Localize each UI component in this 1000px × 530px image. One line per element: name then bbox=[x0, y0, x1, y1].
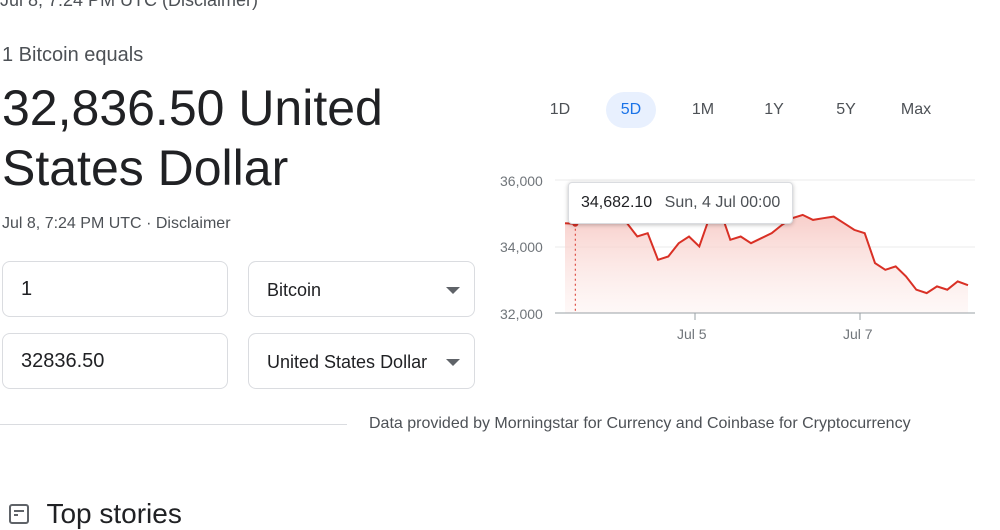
price-area bbox=[565, 209, 968, 313]
conversion-result-line1: 32,836.50 United bbox=[2, 80, 383, 136]
from-currency-value: Bitcoin bbox=[267, 280, 322, 300]
from-amount-value: 1 bbox=[21, 278, 33, 300]
price-line bbox=[564, 208, 969, 295]
tooltip-date: Sun, 4 Jul 00:00 bbox=[664, 194, 781, 211]
range-tab-max[interactable]: Max bbox=[900, 101, 932, 118]
conversion-meta: Jul 8, 7:24 PM UTC · Disclaimer bbox=[2, 215, 231, 233]
header-cut-text: Jul 8, 7:24 PM UTC (Disclaimer) bbox=[0, 0, 259, 10]
y-tick-label: 34,000 bbox=[500, 239, 543, 255]
conversion-result-line2: States Dollar bbox=[2, 140, 289, 196]
range-tab-1d[interactable]: 1D bbox=[549, 101, 571, 118]
range-tab-1y[interactable]: 1Y bbox=[764, 101, 784, 118]
tooltip-value: 34,682.10 bbox=[581, 194, 653, 211]
to-currency-select[interactable]: United States Dollar bbox=[248, 333, 475, 389]
y-tick-label: 36,000 bbox=[500, 173, 543, 189]
range-tab-1m[interactable]: 1M bbox=[691, 101, 715, 118]
conversion-result: 32,836.50 United States Dollar bbox=[2, 78, 472, 198]
to-amount-value: 32836.50 bbox=[21, 350, 105, 372]
x-tick-label: Jul 5 bbox=[677, 326, 707, 342]
chevron-down-icon bbox=[446, 359, 460, 366]
conversion-timestamp: Jul 8, 7:24 PM UTC bbox=[2, 215, 142, 232]
to-amount-input[interactable]: 32836.50 bbox=[2, 333, 228, 389]
x-tick-label: Jul 7 bbox=[843, 326, 873, 342]
disclaimer-link[interactable]: Disclaimer bbox=[155, 215, 231, 232]
chart-tooltip: 34,682.10 Sun, 4 Jul 00:00 bbox=[568, 182, 794, 224]
news-icon bbox=[9, 504, 29, 524]
to-currency-value: United States Dollar bbox=[267, 352, 428, 372]
price-chart[interactable] bbox=[0, 0, 1000, 515]
range-selector: 1D 5D 1M 1Y 5Y Max bbox=[530, 92, 970, 130]
chevron-down-icon bbox=[446, 287, 460, 294]
range-tab-5y[interactable]: 5Y bbox=[836, 101, 856, 118]
divider bbox=[0, 424, 347, 425]
meta-separator: · bbox=[146, 215, 152, 232]
y-tick-label: 32,000 bbox=[500, 306, 543, 322]
conversion-label: 1 Bitcoin equals bbox=[2, 44, 144, 66]
from-amount-input[interactable]: 1 bbox=[2, 261, 228, 317]
range-tab-5d[interactable]: 5D bbox=[606, 92, 656, 128]
top-stories-header: Top stories bbox=[8, 498, 182, 529]
from-currency-select[interactable]: Bitcoin bbox=[248, 261, 475, 317]
data-provider-note: Data provided by Morningstar for Currenc… bbox=[369, 415, 911, 432]
top-stories-title: Top stories bbox=[46, 498, 182, 529]
